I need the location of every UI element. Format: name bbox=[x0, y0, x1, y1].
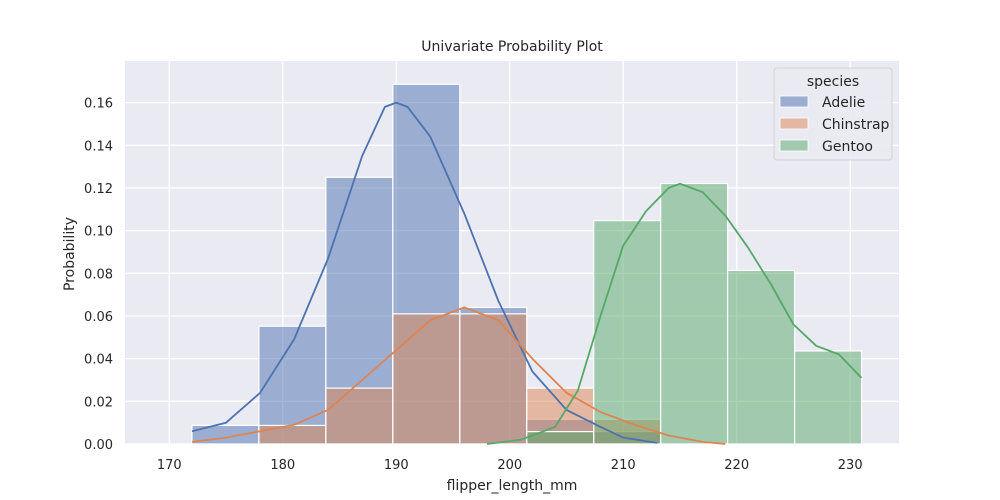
legend-swatch-gentoo bbox=[779, 139, 809, 152]
chart-title: Univariate Probability Plot bbox=[421, 39, 603, 55]
bar-chinstrap bbox=[392, 313, 461, 445]
legend-box bbox=[773, 67, 893, 161]
x-axis-label: flipper_length_mm bbox=[447, 478, 578, 494]
y-axis-label: Probability bbox=[62, 217, 78, 291]
x-tick-label: 210 bbox=[611, 458, 636, 473]
x-tick-label: 230 bbox=[838, 458, 863, 473]
bar-chinstrap bbox=[258, 424, 327, 445]
x-tick-label: 220 bbox=[724, 458, 749, 473]
y-tick-label: 0.16 bbox=[84, 97, 113, 112]
bar-gentoo bbox=[593, 220, 662, 445]
bar-gentoo bbox=[727, 269, 796, 445]
y-tick-label: 0.00 bbox=[84, 438, 113, 453]
x-tick-label: 200 bbox=[497, 458, 522, 473]
x-tick-label: 170 bbox=[157, 458, 182, 473]
legend-swatch-chinstrap bbox=[779, 117, 809, 130]
kde-line-chinstrap bbox=[191, 306, 726, 445]
y-tick-label: 0.10 bbox=[84, 225, 113, 240]
y-tick-label: 0.06 bbox=[84, 310, 113, 325]
legend-items: Adelie Chinstrap Gentoo bbox=[779, 95, 890, 155]
bar-gentoo bbox=[793, 350, 863, 445]
y-tick-label: 0.08 bbox=[84, 267, 113, 282]
legend-title: species bbox=[807, 74, 859, 90]
plot-area: 170 180 190 200 210 220 230 0.00 0.02 0.04 0.06 0.0… bbox=[84, 61, 899, 473]
y-tick-label: 0.14 bbox=[84, 139, 113, 154]
bar-chinstrap bbox=[325, 387, 394, 445]
kde-line-adelie bbox=[191, 101, 658, 444]
y-tick-label: 0.12 bbox=[84, 182, 113, 197]
x-tick-label: 190 bbox=[384, 458, 409, 473]
legend-label-gentoo: Gentoo bbox=[822, 139, 873, 155]
legend: species Adelie Chinstrap Gentoo bbox=[773, 67, 893, 161]
kde-line-gentoo bbox=[486, 182, 863, 445]
legend-swatch-adelie bbox=[779, 95, 809, 108]
bar-gentoo bbox=[660, 182, 729, 445]
y-tick-label: 0.04 bbox=[84, 353, 113, 368]
y-tick-label: 0.02 bbox=[84, 395, 113, 410]
x-tick-label: 180 bbox=[270, 458, 295, 473]
legend-label-adelie: Adelie bbox=[822, 95, 865, 111]
legend-label-chinstrap: Chinstrap bbox=[822, 117, 890, 133]
bar-chinstrap bbox=[459, 313, 528, 445]
